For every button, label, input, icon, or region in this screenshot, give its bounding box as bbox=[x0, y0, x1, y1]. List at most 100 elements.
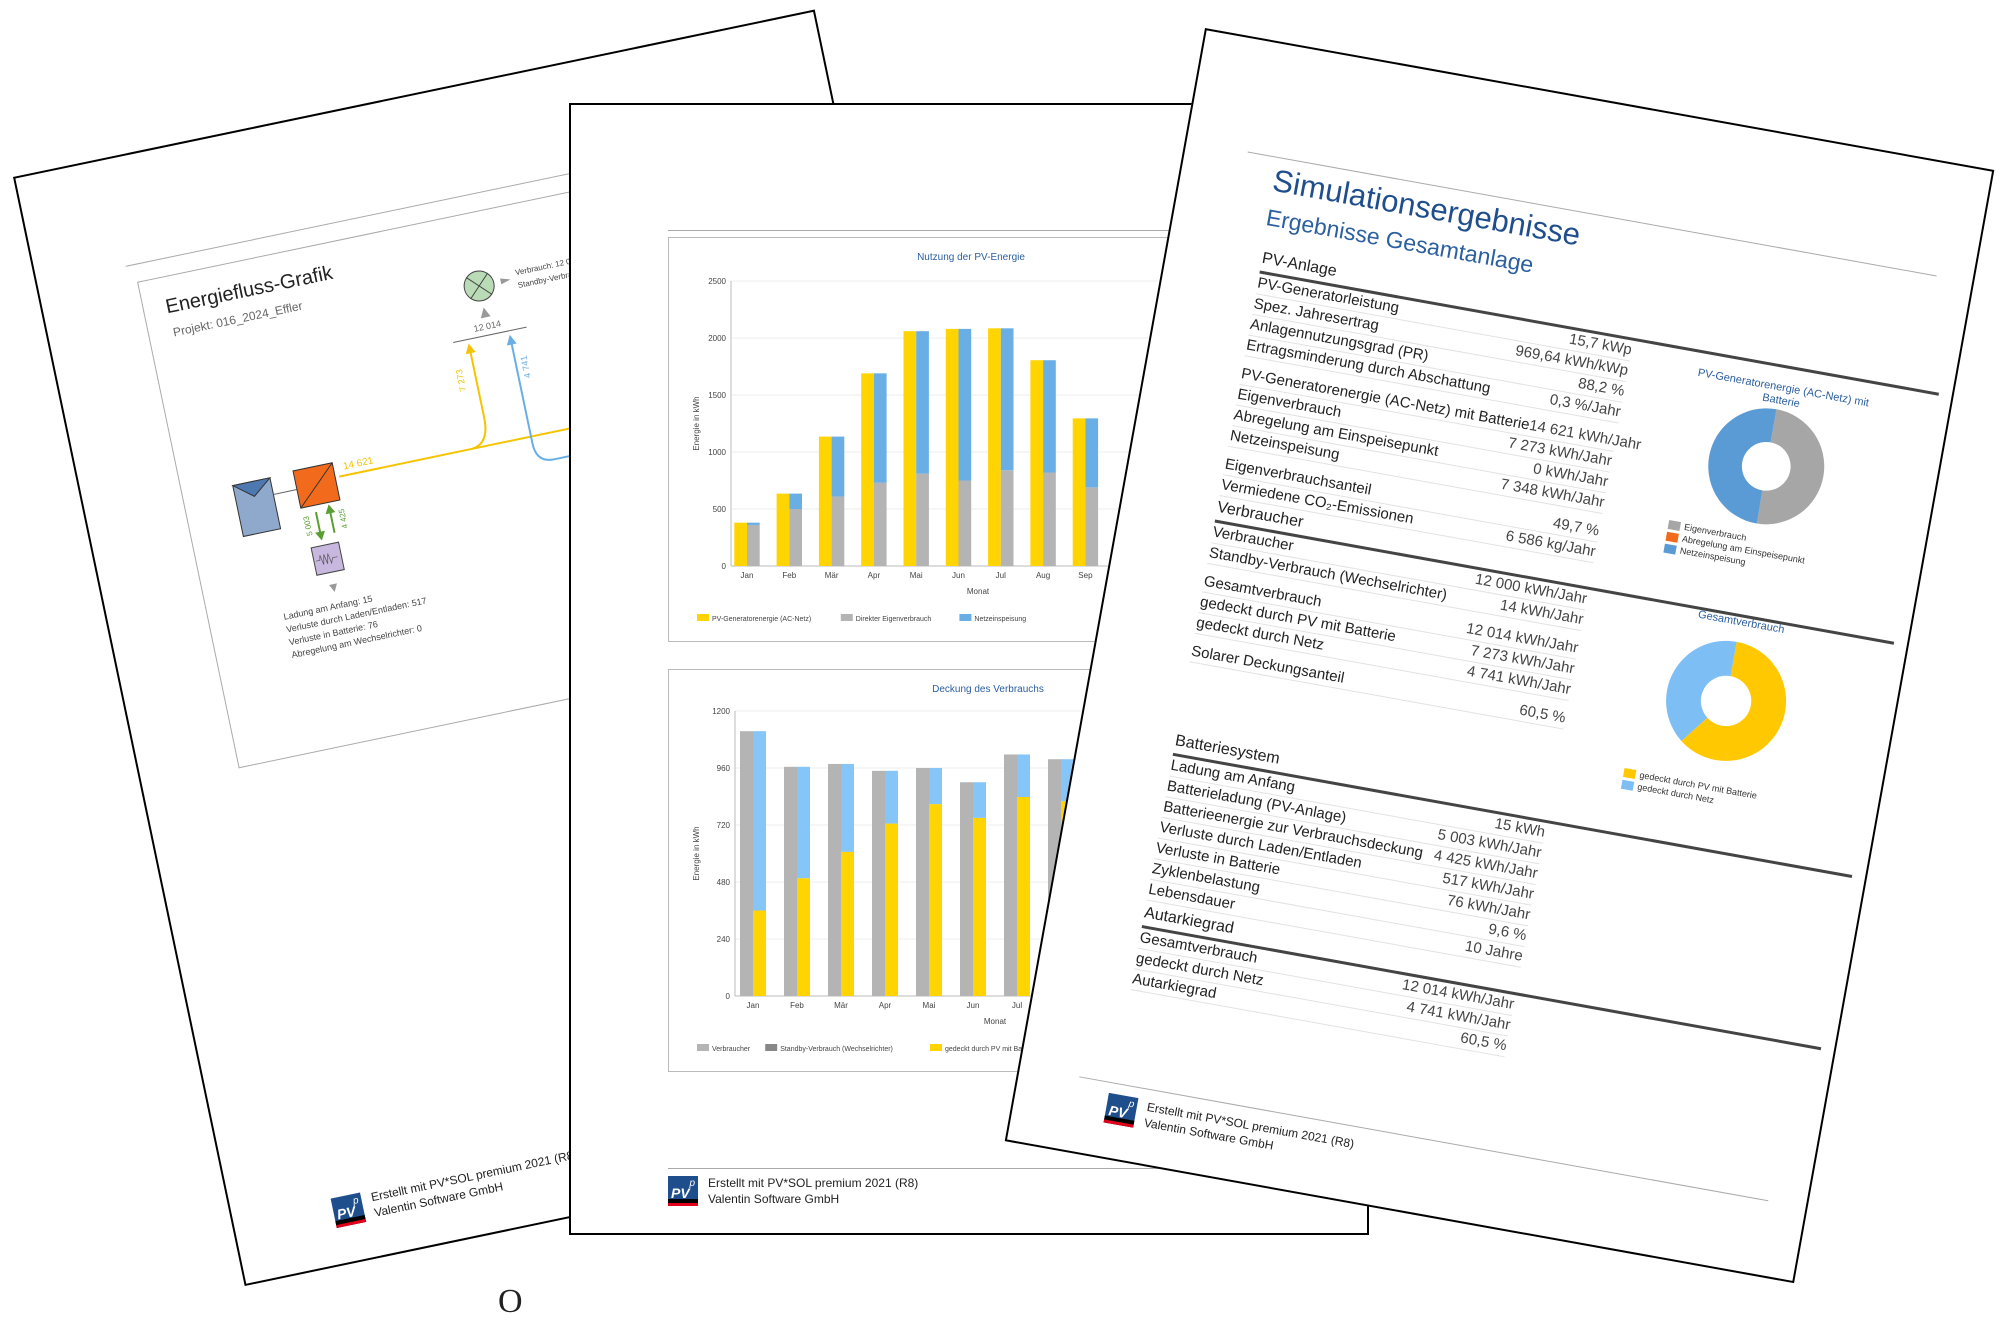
legend-swatch bbox=[697, 614, 709, 621]
bar-direkter-eigenverbrauch bbox=[916, 473, 929, 566]
grid-line bbox=[510, 342, 896, 461]
bar-pv-generatorenergie-ac-netz- bbox=[734, 522, 747, 566]
y-tick-label: 480 bbox=[717, 878, 731, 887]
bar-gedeckt-durch-pv-mit-batterie bbox=[1017, 796, 1030, 996]
bar-netzeinspeisung bbox=[747, 522, 760, 525]
x-tick-label: Mär bbox=[834, 1001, 848, 1010]
battery-charge-arrow bbox=[314, 511, 322, 534]
bar-netzeinspeisung bbox=[831, 436, 845, 497]
consumption-donut bbox=[1666, 640, 1787, 761]
bar-direkter-eigenverbrauch bbox=[831, 496, 845, 566]
consumption-legend: gedeckt durch PV mit Batterie gedeckt dur… bbox=[1620, 766, 1758, 814]
x-tick-label: Mär bbox=[825, 571, 839, 580]
battery-icon bbox=[310, 541, 345, 576]
bar-netzeinspeisung bbox=[873, 373, 887, 483]
x-tick-label: Apr bbox=[868, 571, 881, 580]
y-tick-label: 960 bbox=[717, 764, 731, 773]
legend-label: PV-Generatorenergie (AC-Netz) bbox=[712, 616, 811, 623]
bar-gedeckt-durch-netz bbox=[797, 766, 810, 879]
bar-verbraucher bbox=[784, 766, 797, 996]
x-tick-label: Apr bbox=[879, 1001, 892, 1010]
bar-gedeckt-durch-pv-mit-batterie bbox=[797, 878, 810, 996]
legend-swatch bbox=[765, 1044, 778, 1051]
x-tick-label: Feb bbox=[782, 571, 796, 580]
legend-swatch bbox=[840, 614, 853, 621]
y-tick-label: 1200 bbox=[712, 707, 730, 716]
bar-gedeckt-durch-netz bbox=[885, 770, 898, 824]
bar-verbraucher bbox=[1004, 754, 1017, 996]
x-tick-label: Jul bbox=[1012, 1001, 1022, 1010]
arrow-down-icon bbox=[329, 583, 337, 592]
footer-created-with: Erstellt mit PV*SOL premium 2021 (R8) bbox=[708, 1176, 919, 1190]
x-tick-label: Mai bbox=[910, 571, 923, 580]
stray-mark: O bbox=[498, 1283, 523, 1320]
bar-gedeckt-durch-netz bbox=[973, 782, 986, 818]
battery-discharge-arrow bbox=[329, 511, 336, 533]
bar-gedeckt-durch-netz bbox=[1017, 754, 1030, 797]
legend-label: gedeckt durch PV mit Batterie bbox=[945, 1046, 1038, 1053]
bar-netzeinspeisung bbox=[916, 331, 929, 474]
x-tick-label: Jan bbox=[741, 571, 754, 580]
header-rule bbox=[668, 230, 1367, 231]
bar-verbraucher bbox=[916, 768, 929, 996]
bar-direkter-eigenverbrauch bbox=[1085, 487, 1099, 566]
x-tick-label: Jun bbox=[952, 571, 965, 580]
y-axis-label: Energie in kWh bbox=[692, 396, 701, 450]
grid-value: 4 741 bbox=[518, 355, 532, 379]
donut-slice-eigenverbrauch bbox=[1756, 409, 1825, 525]
x-tick-label: Jun bbox=[967, 1001, 980, 1010]
arrow-up-icon bbox=[480, 307, 491, 319]
bar-direkter-eigenverbrauch bbox=[789, 509, 802, 566]
legend-label: Direkter Eigenverbrauch bbox=[856, 616, 932, 623]
x-axis-label: Monat bbox=[984, 1017, 1007, 1026]
x-tick-label: Jan bbox=[747, 1001, 760, 1010]
dc-line bbox=[273, 489, 298, 495]
bar-gedeckt-durch-netz bbox=[841, 763, 854, 852]
chart-title: Deckung des Verbrauchs bbox=[932, 684, 1044, 695]
y-tick-label: 2000 bbox=[708, 334, 726, 343]
y-tick-label: 1000 bbox=[708, 448, 726, 457]
y-tick-label: 720 bbox=[717, 821, 731, 830]
bar-gedeckt-durch-pv-mit-batterie bbox=[973, 817, 986, 996]
bar-verbraucher bbox=[960, 782, 973, 996]
bar-gedeckt-durch-pv-mit-batterie bbox=[841, 851, 854, 996]
pvsol-logo: PV p bbox=[330, 1192, 367, 1229]
arrow-right-icon bbox=[500, 278, 511, 285]
bar-netzeinspeisung bbox=[1000, 328, 1014, 471]
x-tick-label: Jul bbox=[996, 571, 1006, 580]
y-tick-label: 0 bbox=[722, 562, 727, 571]
bar-pv-generatorenergie-ac-netz- bbox=[988, 328, 1001, 566]
x-tick-label: Feb bbox=[790, 1001, 804, 1010]
bar-pv-generatorenergie-ac-netz- bbox=[776, 493, 790, 566]
footer: PV p Erstellt mit PV*SOL premium 2021 (R8… bbox=[330, 1146, 582, 1229]
header-rule bbox=[1247, 151, 1937, 277]
pvsol-logo: PV p bbox=[1103, 1092, 1139, 1128]
bar-gedeckt-durch-netz bbox=[929, 768, 942, 805]
meter-icon bbox=[463, 270, 495, 302]
bar-netzeinspeisung bbox=[1085, 418, 1099, 488]
pv-to-load-value: 7 273 bbox=[454, 368, 468, 392]
bar-pv-generatorenergie-ac-netz- bbox=[903, 331, 917, 566]
bar-gedeckt-durch-netz bbox=[753, 731, 766, 911]
x-tick-label: Mai bbox=[923, 1001, 936, 1010]
bar-pv-generatorenergie-ac-netz- bbox=[818, 436, 832, 566]
bar-pv-generatorenergie-ac-netz- bbox=[861, 373, 874, 566]
pv-module-icon bbox=[231, 477, 282, 538]
bar-direkter-eigenverbrauch bbox=[1043, 472, 1056, 566]
chart-title: Nutzung der PV-Energie bbox=[917, 252, 1025, 263]
battery-charge-value: 5 003 bbox=[302, 515, 315, 537]
y-axis-label: Energie in kWh bbox=[692, 826, 701, 880]
bar-netzeinspeisung bbox=[789, 493, 802, 509]
total-consumption-value: 12 014 bbox=[473, 318, 502, 333]
legend-swatch bbox=[697, 1044, 709, 1051]
bar-verbraucher bbox=[872, 770, 885, 996]
legend-swatch bbox=[1663, 543, 1677, 555]
bar-verbraucher bbox=[740, 731, 753, 996]
x-axis-label: Monat bbox=[967, 587, 990, 596]
legend-swatch bbox=[1620, 779, 1635, 791]
y-tick-label: 2500 bbox=[708, 277, 726, 286]
y-tick-label: 1500 bbox=[708, 391, 726, 400]
bar-direkter-eigenverbrauch bbox=[958, 480, 972, 566]
bar-pv-generatorenergie-ac-netz- bbox=[1072, 418, 1086, 566]
pv-energy-donut bbox=[1708, 408, 1825, 525]
